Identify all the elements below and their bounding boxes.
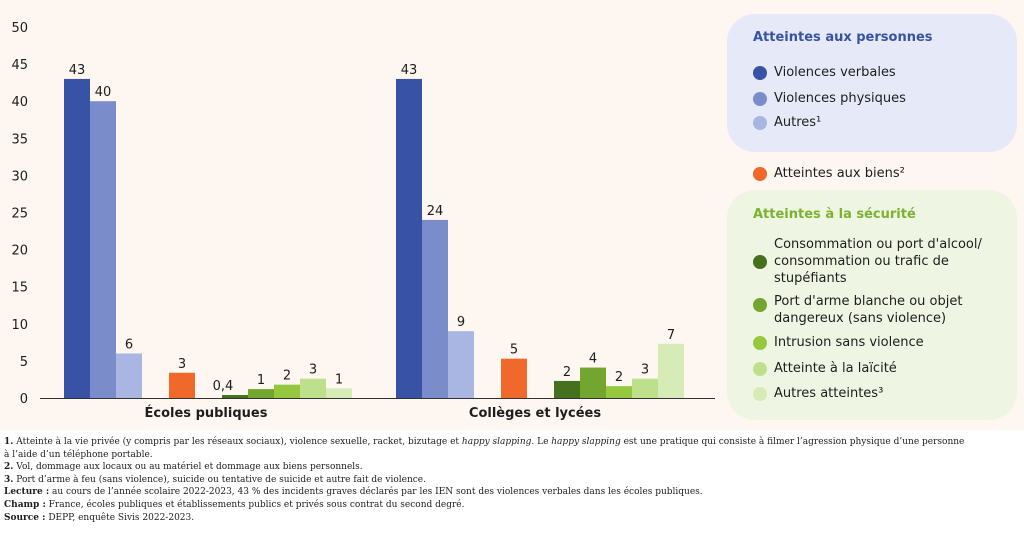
footnote-1-cont: à l’aide d’un téléphone portable.: [4, 449, 153, 460]
data-label: 9: [457, 315, 465, 330]
data-label: 24: [427, 204, 444, 219]
legend-swatch: [753, 387, 767, 401]
legend-label: Consommation ou port d'alcool/ consommat…: [774, 237, 982, 286]
data-label: 3: [309, 363, 317, 378]
legend-securite-title: Atteintes à la sécurité: [753, 207, 916, 222]
legend-swatch: [753, 66, 767, 80]
legend-securite-box: Atteintes à la sécurité Consommation ou …: [727, 190, 1017, 420]
bar: [422, 219, 448, 398]
y-tick-label: 10: [11, 318, 28, 333]
data-label: 3: [178, 357, 186, 372]
footnote-2: 2. Vol, dommage aux locaux ou au matérie…: [4, 462, 363, 473]
y-tick-label: 50: [11, 21, 28, 36]
bar: [606, 386, 632, 398]
data-label: 43: [401, 63, 418, 78]
legend-label: Autres atteintes³: [774, 386, 884, 401]
data-label: 40: [95, 85, 112, 100]
data-label: 0,4: [213, 379, 234, 394]
y-tick-label: 35: [11, 132, 28, 147]
data-label: 1: [335, 372, 343, 387]
bar: [501, 358, 527, 398]
y-tick-label: 45: [11, 58, 28, 73]
legend-swatch: [753, 92, 767, 106]
legend-personnes-title: Atteintes aux personnes: [753, 30, 933, 45]
legend-swatch: [753, 255, 767, 269]
x-category-label: Écoles publiques: [145, 405, 268, 421]
footnote-3: 3. Port d’arme à feu (sans violence), su…: [4, 474, 426, 485]
legend-item-laicite: Atteinte à la laïcité: [753, 360, 897, 377]
data-label: 2: [283, 369, 291, 384]
data-label: 1: [257, 373, 265, 388]
legend-label: Atteintes aux biens²: [774, 166, 905, 181]
legend-label: Port d'arme blanche ou objet dangereux (…: [774, 294, 963, 326]
y-tick-label: 40: [11, 95, 28, 110]
legend-label: Atteinte à la laïcité: [774, 361, 897, 376]
footnote-lecture: Lecture : au cours de l’année scolaire 2…: [4, 487, 703, 498]
legend-personnes-box: Atteintes aux personnes Violences verbal…: [727, 14, 1017, 152]
bar: [300, 378, 326, 398]
bar: [90, 101, 116, 398]
legend-item-autres: Autres¹: [753, 114, 821, 131]
bar: [554, 380, 580, 398]
legend-swatch: [753, 116, 767, 130]
footnote-1: 1. Atteinte à la vie privée (y compris p…: [4, 437, 965, 447]
bar: [248, 389, 274, 398]
data-label: 2: [615, 370, 623, 385]
data-label: 43: [69, 63, 86, 78]
footnote-source: Source : DEPP, enquête Sivis 2022-2023.: [4, 512, 195, 523]
legend-label: Intrusion sans violence: [774, 335, 924, 350]
bar: [632, 378, 658, 398]
data-label: 2: [563, 365, 571, 380]
legend-item-intrusion: Intrusion sans violence: [753, 334, 924, 351]
y-tick-label: 25: [11, 207, 28, 222]
legend-item-atteintes-aux-biens: Atteintes aux biens²: [753, 165, 905, 182]
bar: [396, 78, 422, 398]
legend-item-alcool-stupefiants: Consommation ou port d'alcool/ consommat…: [753, 236, 1003, 287]
bar: [274, 384, 300, 398]
legend-item-violences-verbales: Violences verbales: [753, 64, 896, 81]
bar: [580, 367, 606, 398]
legend-item-violences-physiques: Violences physiques: [753, 90, 906, 107]
legend-item-arme-blanche: Port d'arme blanche ou objet dangereux (…: [753, 293, 1003, 327]
footnote-champ: Champ : France, écoles publiques et étab…: [4, 499, 465, 510]
legend-swatch: [753, 336, 767, 350]
legend-item-autres-atteintes: Autres atteintes³: [753, 385, 883, 402]
bar: [658, 343, 684, 398]
legend-label: Violences physiques: [774, 91, 906, 106]
legend-swatch: [753, 167, 767, 181]
footnotes: 1. Atteinte à la vie privée (y compris p…: [4, 436, 1020, 524]
x-category-label: Collèges et lycées: [469, 406, 601, 421]
legend-label: Autres¹: [774, 115, 822, 130]
data-label: 7: [667, 328, 675, 343]
legend-label: Violences verbales: [774, 65, 896, 80]
data-label: 5: [510, 343, 518, 358]
y-tick-label: 5: [20, 355, 28, 370]
y-tick-label: 30: [11, 169, 28, 184]
bar: [64, 78, 90, 398]
bar: [169, 372, 195, 398]
y-tick-label: 15: [11, 281, 28, 296]
legend-swatch: [753, 362, 767, 376]
bar: [326, 388, 352, 398]
y-tick-label: 20: [11, 244, 28, 259]
y-tick-label: 0: [20, 392, 28, 407]
data-label: 4: [589, 352, 597, 367]
bar: [116, 353, 142, 398]
bar: [448, 331, 474, 398]
data-label: 3: [641, 363, 649, 378]
bar: [222, 395, 248, 398]
legend-swatch: [753, 298, 767, 312]
data-label: 6: [125, 337, 133, 352]
